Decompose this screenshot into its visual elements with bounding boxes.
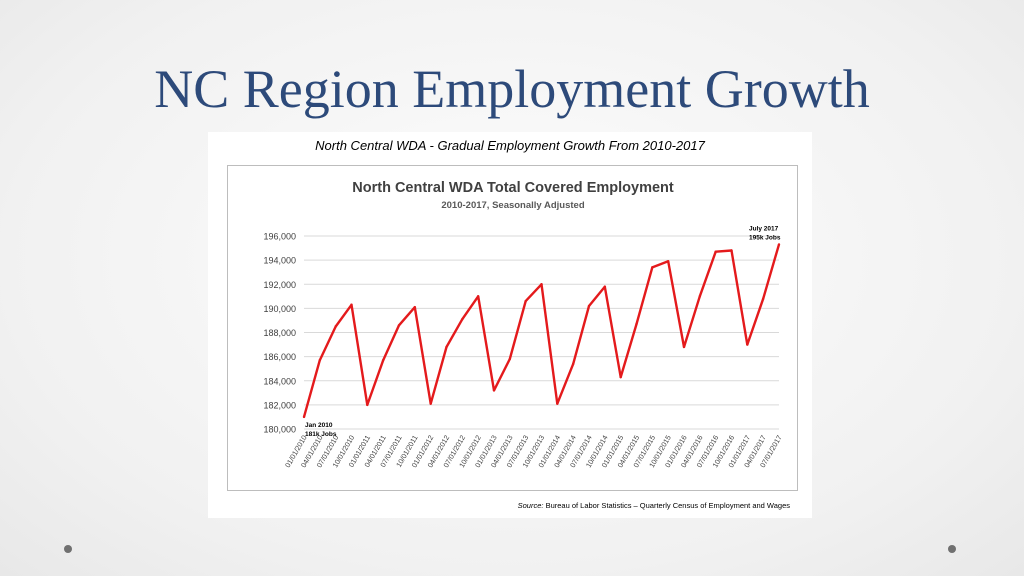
data-point xyxy=(508,357,512,361)
gridlines xyxy=(304,235,779,430)
chart-figure: North Central WDA - Gradual Employment G… xyxy=(208,132,812,518)
data-point xyxy=(476,295,480,298)
y-tick-label: 180,000 xyxy=(263,425,296,435)
data-point xyxy=(381,359,385,362)
data-point xyxy=(429,402,432,405)
data-point xyxy=(603,285,607,288)
annotation-end-line: July 2017 xyxy=(749,225,779,232)
data-point xyxy=(651,266,654,269)
data-point xyxy=(746,343,749,346)
data-point xyxy=(714,250,717,253)
y-tick-label: 196,000 xyxy=(263,232,296,242)
y-tick-label: 186,000 xyxy=(263,352,296,362)
y-tick-label: 194,000 xyxy=(263,256,296,266)
annotation-end-line: 195k Jobs xyxy=(749,234,781,241)
data-point xyxy=(366,403,369,407)
source-label: Source: xyxy=(517,501,544,510)
data-point xyxy=(445,345,448,349)
data-point xyxy=(682,345,686,349)
series-layer xyxy=(302,243,781,419)
data-point xyxy=(397,324,401,327)
x-axis-ticks: 01/01/201004/01/201007/01/201010/01/2010… xyxy=(283,433,784,469)
y-tick-label: 190,000 xyxy=(263,304,296,314)
annotations: Jan 2010 181k Jobs July 2017 195k Jobs xyxy=(305,225,781,437)
slide-decoration-dot-left xyxy=(64,545,72,553)
data-point xyxy=(556,402,559,405)
source-text: Bureau of Labor Statistics – Quarterly C… xyxy=(545,501,790,510)
data-point xyxy=(318,359,322,362)
data-point xyxy=(302,415,306,419)
y-axis-ticks: 180,000 182,000 184,000 186,000 188,000 190,0… xyxy=(263,232,296,435)
chart-subtitle: 2010-2017, Seasonally Adjusted xyxy=(441,200,584,211)
data-point xyxy=(540,283,543,286)
data-point xyxy=(571,362,575,366)
data-point xyxy=(461,318,464,321)
data-point xyxy=(524,299,527,303)
data-point xyxy=(761,297,765,300)
data-point xyxy=(334,325,337,328)
series-line xyxy=(302,244,781,418)
data-point xyxy=(666,260,670,263)
y-tick-label: 182,000 xyxy=(263,400,296,410)
data-point xyxy=(619,375,622,379)
data-point xyxy=(587,304,591,308)
data-point xyxy=(730,249,733,252)
data-point xyxy=(698,295,702,298)
y-tick-label: 188,000 xyxy=(263,328,296,338)
annotation-start-line: Jan 2010 xyxy=(305,422,333,429)
y-tick-label: 192,000 xyxy=(263,280,296,290)
annotation-start-line: 181k Jobs xyxy=(305,431,337,438)
source-note: Source: Bureau of Labor Statistics – Qua… xyxy=(518,501,790,510)
data-point xyxy=(635,322,638,326)
chart-frame: North Central WDA Total Covered Employme… xyxy=(227,165,798,491)
employment-line-chart: North Central WDA Total Covered Employme… xyxy=(263,180,784,469)
chart-title: North Central WDA Total Covered Employme… xyxy=(352,180,674,196)
data-point xyxy=(350,303,353,306)
figure-caption: North Central WDA - Gradual Employment G… xyxy=(315,138,705,153)
data-point xyxy=(492,389,496,392)
data-point xyxy=(413,305,417,309)
data-point xyxy=(777,243,781,246)
slide-decoration-dot-right xyxy=(948,545,956,553)
y-tick-label: 184,000 xyxy=(263,376,296,386)
slide-title: NC Region Employment Growth xyxy=(154,59,870,119)
